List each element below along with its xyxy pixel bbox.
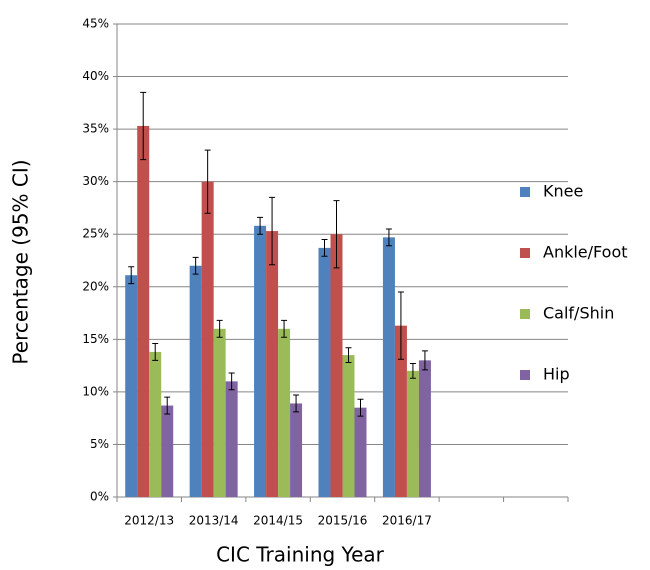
bar: [125, 275, 138, 497]
bar: [213, 328, 226, 497]
bar: [406, 370, 419, 497]
bar: [266, 231, 279, 497]
y-tick-label: 5%: [90, 437, 109, 451]
error-bar: [216, 319, 223, 338]
error-bar: [385, 228, 392, 247]
bar: [201, 181, 214, 497]
x-tick-label: 2015/16: [318, 514, 368, 528]
x-tick-label: 2013/14: [189, 514, 239, 528]
y-tick-label: 25%: [82, 227, 109, 241]
legend-swatch: [520, 370, 530, 380]
bar: [354, 407, 367, 497]
bar: [318, 247, 331, 497]
legend-label: Knee: [543, 182, 583, 201]
error-bar: [257, 216, 264, 235]
error-bar: [293, 394, 300, 413]
y-tick-label: 30%: [82, 174, 109, 188]
bar: [225, 381, 238, 497]
bar: [290, 403, 303, 497]
bar: [137, 125, 150, 498]
bar: [278, 328, 291, 497]
legend-label: Hip: [543, 365, 570, 384]
error-bar: [321, 238, 328, 257]
legend-label: Ankle/Foot: [543, 243, 628, 262]
error-bar: [333, 200, 340, 269]
legend-swatch: [520, 248, 530, 258]
bar: [330, 234, 343, 497]
bar: [161, 405, 174, 497]
x-axis-title: CIC Training Year: [216, 543, 385, 567]
bar: [418, 360, 431, 497]
error-bar: [409, 363, 416, 379]
y-tick-label: 40%: [82, 69, 109, 83]
bar: [149, 351, 162, 497]
y-tick-label: 15%: [82, 332, 109, 346]
error-bar: [345, 347, 352, 363]
error-bar: [357, 398, 364, 417]
error-bar: [192, 256, 199, 275]
error-bar: [421, 350, 428, 371]
y-tick-label: 20%: [82, 279, 109, 293]
error-bar: [228, 372, 235, 391]
bar: [189, 265, 202, 497]
bar: [342, 355, 355, 497]
y-tick-label: 0%: [90, 490, 109, 504]
bar: [254, 225, 267, 497]
x-tick-label: 2012/13: [124, 514, 174, 528]
bar: [382, 237, 395, 497]
y-axis-title: Percentage (95% CI): [9, 159, 33, 364]
error-bar: [128, 266, 135, 285]
error-bar: [281, 319, 288, 338]
error-bar: [269, 196, 276, 266]
legend-swatch: [520, 187, 530, 197]
y-tick-label: 45%: [82, 17, 109, 31]
legend-swatch: [520, 309, 530, 319]
y-tick-label: 10%: [82, 384, 109, 398]
bar: [394, 325, 407, 497]
error-bar: [397, 291, 404, 360]
x-tick-label: 2016/17: [382, 514, 432, 528]
legend-label: Calf/Shin: [543, 304, 614, 323]
error-bar: [204, 149, 211, 214]
y-tick-label: 35%: [82, 122, 109, 136]
error-bar: [152, 343, 159, 361]
error-bar: [164, 396, 171, 415]
error-bar: [140, 91, 147, 161]
x-tick-label: 2014/15: [253, 514, 303, 528]
